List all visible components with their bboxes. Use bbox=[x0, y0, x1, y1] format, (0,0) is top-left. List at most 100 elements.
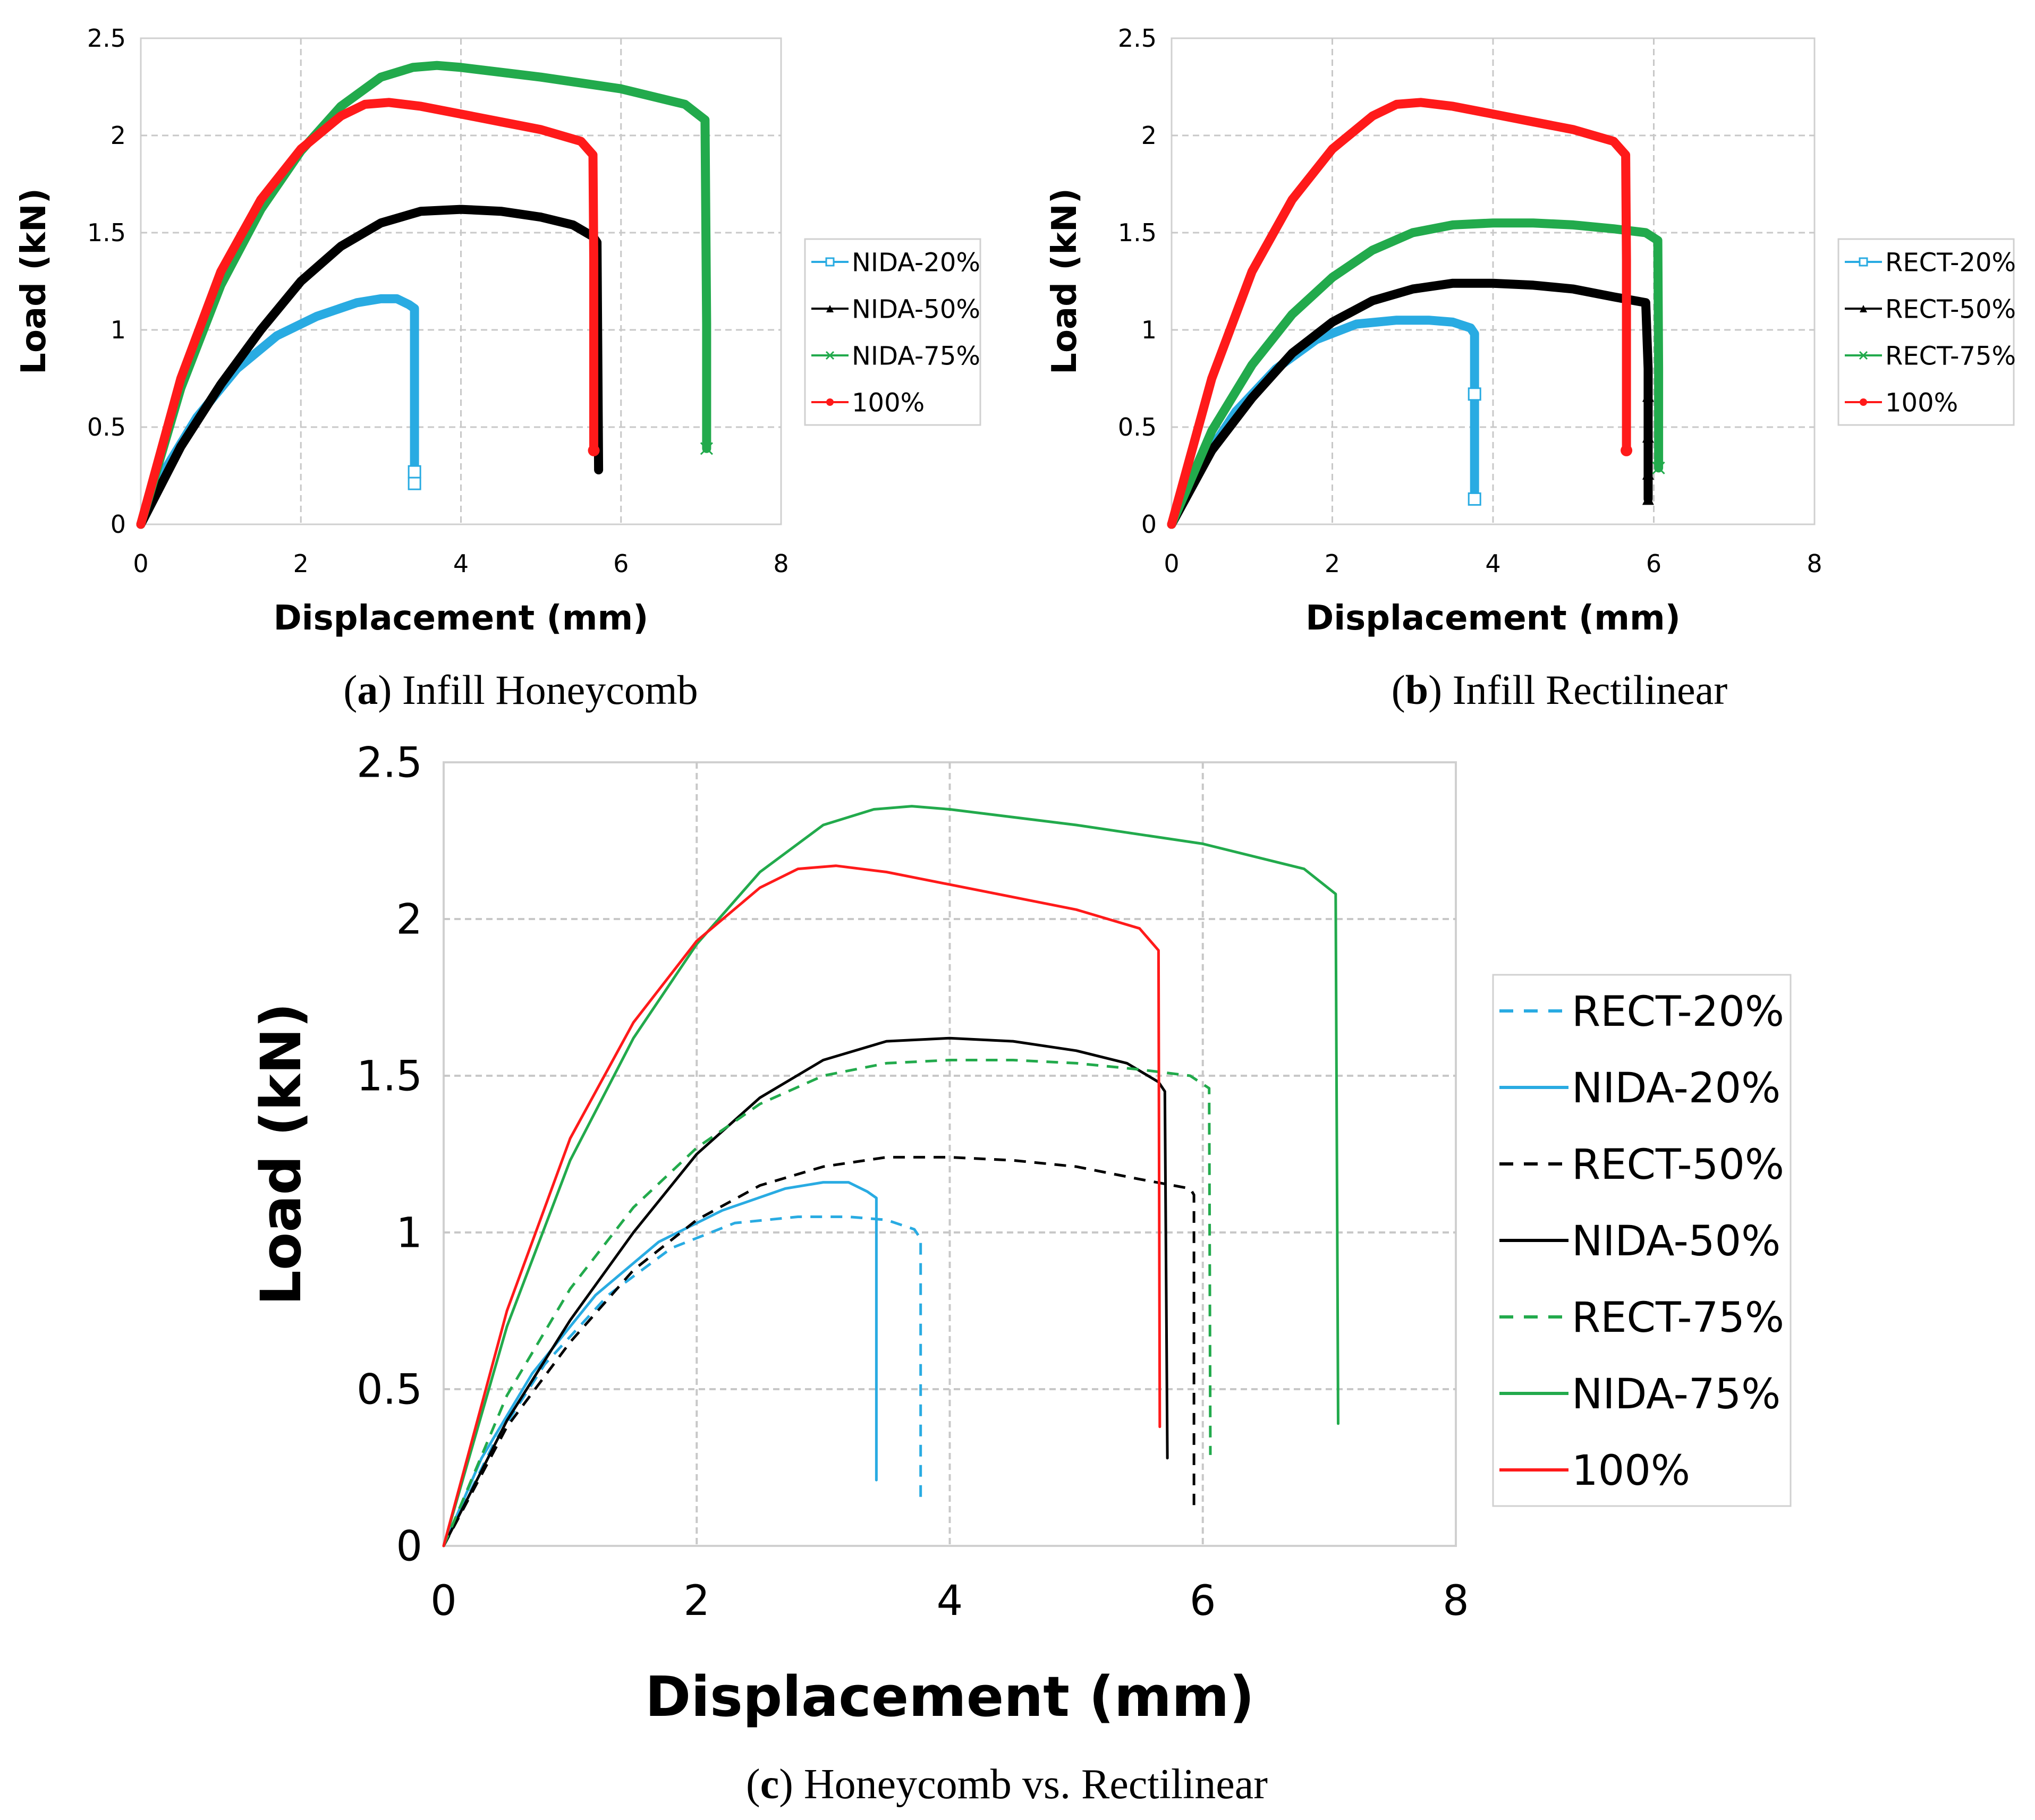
chart-a: 0 2 4 6 8 0 0.5 1 1.5 2 2.5 Displacement (mm) Load (… bbox=[14, 24, 981, 713]
series-line-100pct bbox=[1167, 98, 1631, 529]
series-line-nida-50pct bbox=[442, 1036, 1169, 1547]
legend-marker-nida-50pct bbox=[826, 305, 834, 312]
y-tick-label: 2 bbox=[1141, 121, 1157, 150]
y-tick-label: 0 bbox=[396, 1523, 422, 1570]
legend: RECT-20% NIDA-20% RECT-50% NIDA-50% RECT-75%… bbox=[1492, 974, 1792, 1507]
x-tick-label: 2 bbox=[1325, 549, 1340, 578]
x-axis-title: Displacement (mm) bbox=[1305, 599, 1681, 638]
legend-marker-nida-20pct bbox=[825, 257, 835, 267]
caption-letter: a bbox=[357, 667, 378, 713]
x-axis-title: Displacement (mm) bbox=[274, 599, 649, 638]
legend-label-rect-75pct: RECT-75% bbox=[1572, 1294, 1784, 1342]
y-tick-label: 2 bbox=[111, 121, 126, 150]
series-line-nida-75pct bbox=[442, 805, 1339, 1547]
x-tick-label: 6 bbox=[1646, 549, 1661, 578]
legend-marker-100pct bbox=[1860, 398, 1867, 406]
y-tick-label: 2.5 bbox=[1118, 24, 1157, 53]
legend-label-100pct: 100% bbox=[852, 388, 925, 418]
y-tick-label: 1.5 bbox=[87, 218, 126, 247]
y-tick-label: 2 bbox=[396, 896, 422, 943]
legend-label-rect-50pct: RECT-50% bbox=[1885, 294, 2016, 324]
legend-label-rect-20pct: RECT-20% bbox=[1572, 988, 1784, 1036]
x-tick-label: 8 bbox=[1807, 549, 1822, 578]
legend: NIDA-20% NIDA-50% NIDA-75% 100% bbox=[804, 238, 981, 426]
y-tick-label: 0.5 bbox=[357, 1366, 422, 1414]
y-tick-label: 0 bbox=[1141, 510, 1157, 539]
data-point-marker-rect-50pct bbox=[1642, 390, 1654, 402]
series-line-rect-75pct bbox=[442, 1059, 1212, 1546]
x-tick-label: 2 bbox=[293, 549, 309, 578]
x-tick-label: 4 bbox=[453, 549, 469, 578]
series-line-nida-20pct bbox=[136, 294, 419, 529]
legend-marker-rect-75pct bbox=[1859, 351, 1868, 360]
x-tick-label: 6 bbox=[1190, 1577, 1216, 1625]
y-tick-label: 1 bbox=[1141, 316, 1157, 344]
caption-paren: ( bbox=[343, 667, 357, 713]
y-tick-label: 2.5 bbox=[87, 24, 126, 53]
legend-label-nida-75pct: NIDA-75% bbox=[1572, 1371, 1780, 1418]
caption-paren: ( bbox=[746, 1761, 760, 1808]
x-tick-label: 2 bbox=[683, 1577, 710, 1625]
data-point-marker-nida-75pct bbox=[700, 442, 713, 455]
y-axis-title: Load (kN) bbox=[1045, 188, 1084, 375]
x-tick-label: 0 bbox=[133, 549, 148, 578]
x-axis-title: Displacement (mm) bbox=[645, 1664, 1254, 1729]
y-axis-title: Load (kN) bbox=[249, 1003, 313, 1306]
legend-marker-nida-75pct bbox=[825, 351, 835, 360]
caption-letter: c bbox=[760, 1761, 779, 1808]
legend-box bbox=[1837, 238, 2015, 426]
series-line-100pct bbox=[136, 98, 598, 529]
series-line-100pct bbox=[442, 864, 1161, 1547]
series-line-nida-50pct bbox=[136, 205, 604, 529]
legend-marker-rect-20pct bbox=[1859, 257, 1868, 267]
y-axis-title: Load (kN) bbox=[14, 188, 54, 375]
series-line-rect-50pct bbox=[1167, 278, 1653, 529]
figure-caption: (c) Honeycomb vs. Rectilinear bbox=[746, 1761, 1268, 1808]
legend-label-100pct: 100% bbox=[1885, 388, 1958, 418]
series-line-nida-20pct bbox=[442, 1181, 878, 1547]
legend-box bbox=[804, 238, 981, 426]
legend: RECT-20% RECT-50% RECT-75% 100% bbox=[1837, 238, 2016, 426]
series-line-rect-50pct bbox=[442, 1155, 1195, 1547]
series-line-nida-75pct bbox=[136, 61, 711, 529]
legend-marker-100pct bbox=[826, 398, 834, 406]
x-tick-label: 8 bbox=[1443, 1577, 1469, 1625]
y-tick-label: 1 bbox=[111, 316, 126, 344]
data-point-marker-100pct bbox=[588, 444, 600, 456]
data-point-marker-100pct bbox=[1621, 444, 1633, 456]
legend-label-rect-50pct: RECT-50% bbox=[1572, 1141, 1784, 1189]
legend-label-rect-20pct: RECT-20% bbox=[1885, 248, 2016, 277]
y-tick-label: 0.5 bbox=[87, 413, 126, 441]
data-point-marker-nida-20pct bbox=[408, 477, 421, 490]
data-point-marker-rect-50pct bbox=[1642, 467, 1654, 480]
data-point-marker-rect-75pct bbox=[1652, 461, 1665, 474]
legend-label-nida-75pct: NIDA-75% bbox=[852, 341, 980, 371]
series-line-rect-20pct bbox=[442, 1215, 922, 1547]
y-tick-label: 0.5 bbox=[1118, 413, 1157, 441]
y-tick-label: 1 bbox=[396, 1209, 422, 1257]
caption-text: ) Infill Honeycomb bbox=[378, 667, 698, 713]
x-tick-label: 4 bbox=[937, 1577, 963, 1625]
y-tick-label: 0 bbox=[111, 510, 126, 539]
data-point-marker-nida-20pct bbox=[408, 465, 421, 479]
legend-label-nida-50pct: NIDA-50% bbox=[1572, 1218, 1780, 1265]
legend-label-rect-75pct: RECT-75% bbox=[1885, 341, 2016, 371]
caption-text: ) Honeycomb vs. Rectilinear bbox=[779, 1761, 1268, 1808]
y-tick-label: 1.5 bbox=[357, 1052, 422, 1100]
data-point-marker-rect-50pct bbox=[1642, 431, 1654, 443]
data-point-marker-rect-50pct bbox=[1642, 493, 1654, 505]
caption-text: ) Infill Rectilinear bbox=[1428, 667, 1727, 713]
y-tick-label: 2.5 bbox=[357, 739, 422, 787]
legend-label-100pct: 100% bbox=[1572, 1447, 1690, 1495]
chart-b: 0 2 4 6 8 0 0.5 1 1.5 2 2.5 Displacement (mm) Load (… bbox=[1045, 24, 2016, 713]
x-tick-label: 8 bbox=[773, 549, 788, 578]
series-line-rect-75pct bbox=[1167, 218, 1664, 529]
chart-c: 0 2 4 6 8 0 0.5 1 1.5 2 2.5 Displacement (mm) Load (… bbox=[249, 739, 1792, 1808]
y-tick-label: 1.5 bbox=[1118, 218, 1157, 247]
data-point-marker-rect-20pct bbox=[1468, 387, 1481, 401]
caption-letter: b bbox=[1405, 667, 1428, 713]
legend-label-nida-20pct: NIDA-20% bbox=[1572, 1065, 1780, 1112]
legend-label-nida-20pct: NIDA-20% bbox=[852, 248, 980, 277]
data-point-marker-rect-20pct bbox=[1468, 492, 1481, 506]
